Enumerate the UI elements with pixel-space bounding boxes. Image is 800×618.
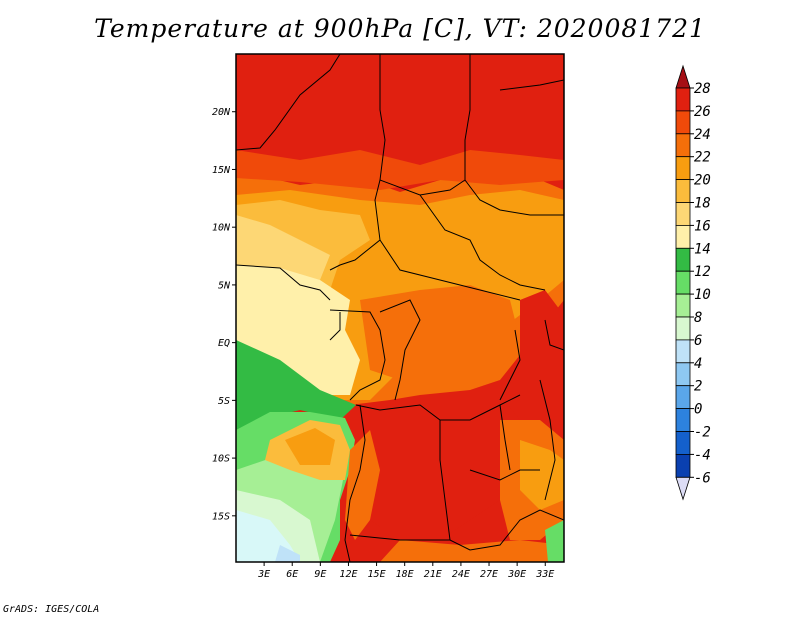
lat-tick-label: 20N (212, 107, 231, 118)
colorbar-swatch (675, 156, 691, 180)
lon-tick-label: 6E (286, 569, 298, 580)
lon-tick-label: 18E (396, 569, 414, 580)
lat-tick: 15S (212, 511, 236, 522)
map-frame (235, 53, 565, 563)
lat-tick: 5N (218, 280, 236, 291)
colorbar-swatch (675, 408, 691, 432)
colorbar-label: 6 (694, 333, 702, 349)
lon-tick: 6E (286, 562, 298, 580)
lat-tick-label: EQ (218, 338, 230, 349)
lon-tick-label: 9E (314, 569, 326, 580)
colorbar-label: 14 (694, 241, 711, 257)
lat-tick-label: 5N (218, 280, 231, 291)
lon-tick: 30E (507, 562, 526, 580)
lon-tick-label: 21E (424, 569, 442, 580)
colorbar-swatch (675, 270, 691, 295)
lon-tick: 24E (452, 562, 470, 580)
lat-tick: 5S (218, 396, 236, 407)
colorbar-label: 18 (694, 196, 711, 212)
colorbar-label: 12 (694, 264, 711, 280)
lat-tick: 20N (212, 107, 236, 118)
colorbar-top-arrow (675, 64, 691, 89)
colorbar-swatch (675, 293, 691, 318)
colorbar-swatch (675, 202, 691, 226)
colorbar-label: 2 (694, 379, 702, 395)
colorbar-label: 20 (694, 173, 711, 189)
lon-tick-label: 27E (480, 569, 498, 580)
lon-tick: 3E (257, 562, 270, 580)
lon-tick: 9E (314, 562, 326, 580)
lon-tick-label: 3E (257, 569, 270, 580)
colorbar-swatch (675, 87, 691, 112)
temperature-field (236, 54, 564, 562)
lat-tick-label: 15N (212, 165, 231, 176)
colorbar-swatch (675, 385, 691, 410)
colorbar-swatch (675, 224, 691, 249)
colorbar-bottom-arrow (675, 476, 691, 501)
colorbar-label: -4 (694, 447, 711, 463)
colorbar-swatch (675, 453, 691, 478)
colorbar-label: 28 (694, 81, 711, 97)
lat-tick: EQ (218, 338, 236, 349)
colorbar-label: 16 (694, 218, 711, 234)
grads-credit: GrADS: IGES/COLA (3, 604, 100, 615)
colorbar-swatch (675, 179, 691, 203)
lon-tick: 15E (368, 562, 386, 580)
lat-tick: 15N (212, 165, 236, 176)
lat-tick: 10N (212, 223, 236, 234)
longitude-axis: 3E 6E 9E 12E 15E 18E 21E 24E 27E 30E 33E (257, 562, 554, 580)
colorbar-swatch (675, 110, 691, 135)
colorbar-label: 0 (694, 402, 702, 418)
country-borders (236, 54, 564, 562)
lon-tick-label: 15E (368, 569, 386, 580)
colorbar-label: 22 (694, 150, 711, 166)
lat-tick-label: 15S (212, 511, 230, 522)
chart-title: Temperature at 900hPa [C], VT: 202008172… (94, 14, 706, 43)
colorbar-label: 26 (694, 104, 711, 120)
lat-tick: 10S (212, 454, 236, 465)
colorbar-label: 10 (694, 287, 711, 303)
colorbar-swatch (675, 316, 691, 341)
lon-tick-label: 33E (535, 569, 554, 580)
lon-tick: 18E (396, 562, 414, 580)
lon-tick: 27E (480, 562, 498, 580)
lat-tick-label: 5S (218, 396, 230, 407)
lon-tick: 33E (535, 562, 554, 580)
latitude-axis: 20N 15N 10N 5N EQ 5S 10S 15S (212, 107, 236, 522)
lat-tick-label: 10N (212, 223, 231, 234)
lon-tick-label: 24E (452, 569, 470, 580)
colorbar-label: -2 (694, 425, 711, 441)
lon-tick: 21E (424, 562, 442, 580)
colorbar-swatch (675, 431, 691, 455)
lon-tick-label: 12E (339, 569, 357, 580)
colorbar-swatch (675, 133, 691, 158)
lon-tick-label: 30E (507, 569, 526, 580)
colorbar-label: 24 (694, 127, 711, 143)
colorbar-swatch (675, 247, 691, 272)
colorbar-swatch (675, 362, 691, 387)
lon-tick: 12E (339, 562, 357, 580)
colorbar-swatch (675, 339, 691, 364)
colorbar-label: 4 (694, 356, 702, 372)
colorbar-label: 8 (694, 310, 702, 326)
colorbar-label: -6 (694, 470, 711, 486)
lat-tick-label: 10S (212, 454, 230, 465)
